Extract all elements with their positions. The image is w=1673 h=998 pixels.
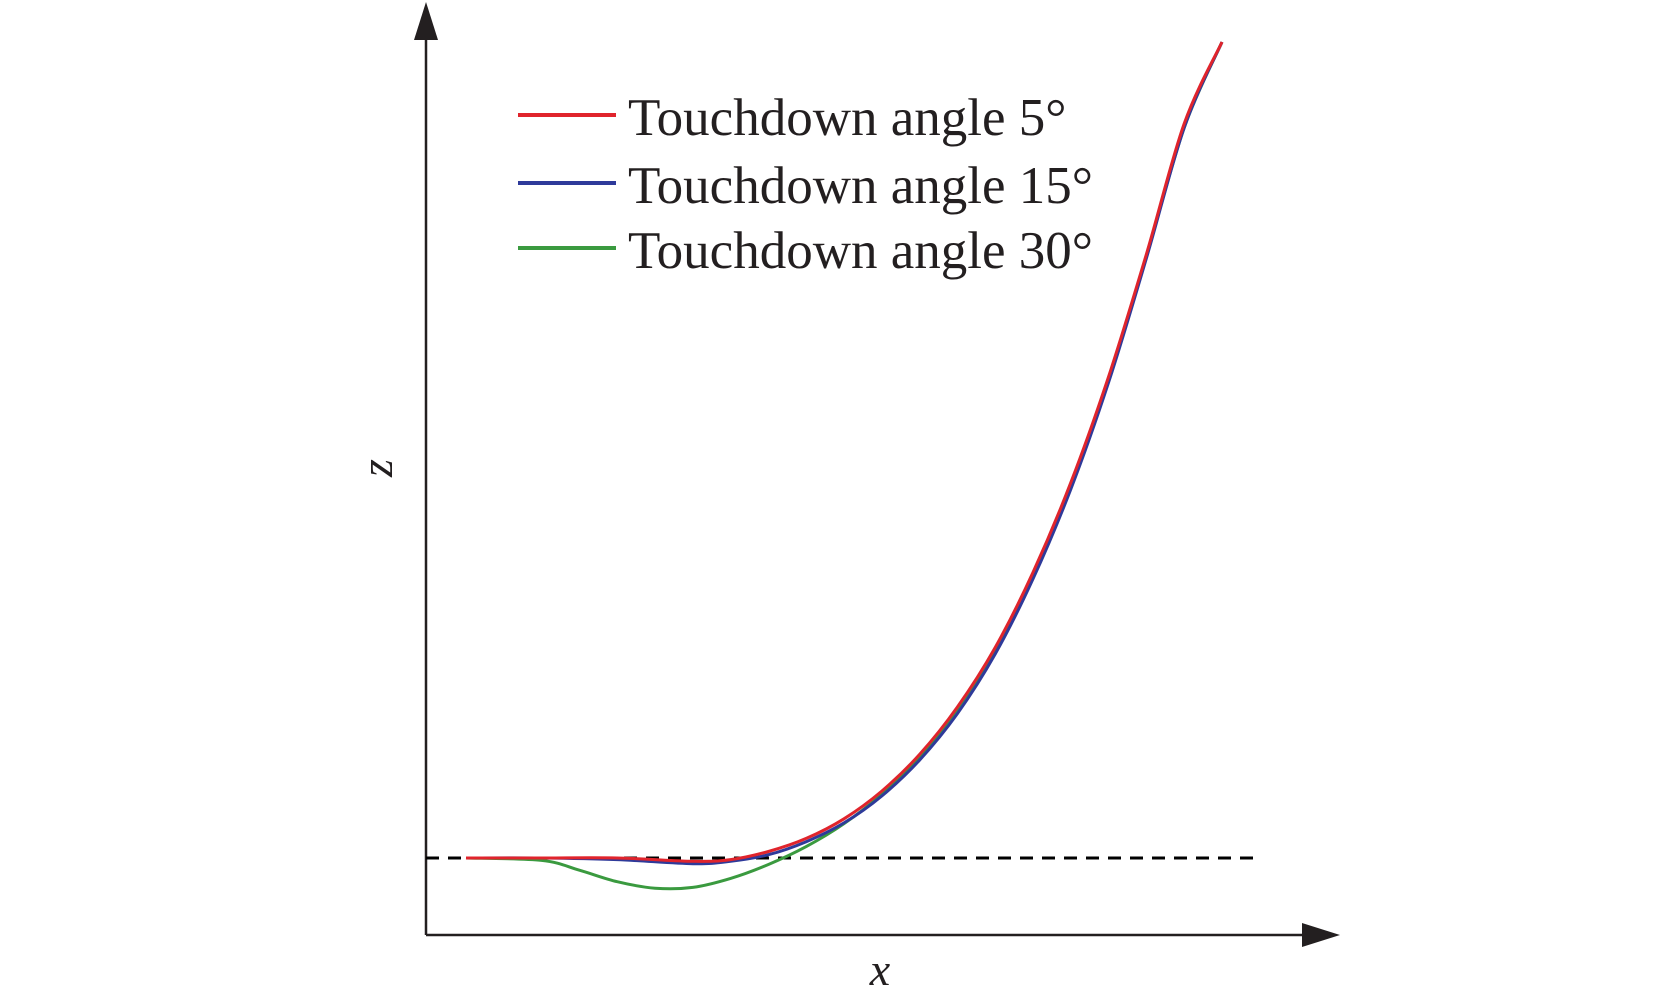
- y-axis-label: z: [351, 459, 402, 478]
- legend-label-15deg: Touchdown angle 15°: [628, 157, 1093, 215]
- series-line-0: [465, 41, 1224, 863]
- legend-label-30deg: Touchdown angle 30°: [628, 222, 1093, 280]
- y-axis-arrowhead: [414, 2, 438, 40]
- legend: Touchdown angle 5° Touchdown angle 15° T…: [518, 89, 1093, 280]
- x-axis-arrowhead: [1302, 923, 1340, 947]
- series-layer: [465, 41, 1224, 891]
- x-axis-label: x: [869, 944, 891, 995]
- legend-label-5deg: Touchdown angle 5°: [628, 89, 1066, 147]
- axes: [414, 2, 1340, 947]
